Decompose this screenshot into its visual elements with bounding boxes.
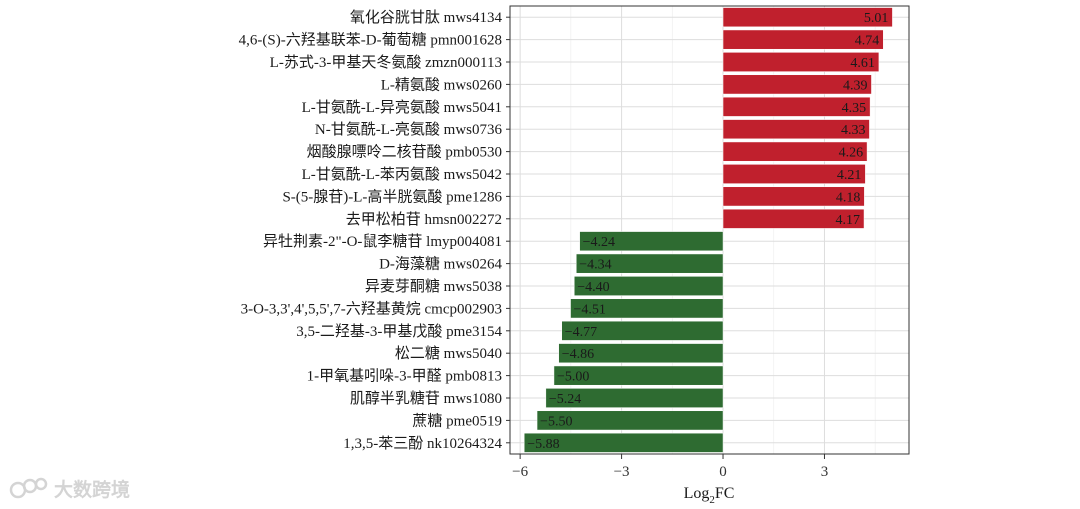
category-label-19: 蔗糖 pme0519 <box>412 412 502 429</box>
category-label-4: L-精氨酸 mws0260 <box>381 76 502 93</box>
x-tick-label: −6 <box>512 464 528 480</box>
value-label-17: −5.00 <box>557 370 589 385</box>
grid-lines <box>510 6 909 454</box>
bars <box>523 7 893 453</box>
bar-12 <box>576 253 724 274</box>
category-label-10: 去甲松柏苷 hmsn002272 <box>346 211 502 228</box>
category-label-13: 异麦芽酮糖 mws5038 <box>365 278 502 295</box>
x-tick-label: −3 <box>614 464 630 480</box>
value-label-12: −4.34 <box>579 258 611 273</box>
category-label-11: 异牡荆素-2"-O-鼠李糖苷 lmyp004081 <box>263 233 502 250</box>
bar-14 <box>570 298 724 319</box>
plot-border <box>509 5 910 455</box>
category-label-14: 3-O-3,3',4',5,5',7-六羟基黄烷 cmcp002903 <box>241 300 502 317</box>
value-label-6: 4.33 <box>841 123 866 138</box>
bar-19 <box>536 410 724 431</box>
category-labels: 氧化谷胱甘肽 mws4134 4,6-(S)-六羟基联苯-D-葡萄糖 pmn001… <box>239 9 510 452</box>
value-label-18: −5.24 <box>549 392 581 407</box>
category-label-17: 1-甲氧基吲哚-3-甲醛 pmb0813 <box>307 368 502 385</box>
value-label-13: −4.40 <box>577 280 609 295</box>
category-label-3: L-苏式-3-甲基天冬氨酸 zmzn000113 <box>270 54 502 71</box>
x-axis-ticks: −6 −3 0 3 <box>512 454 828 480</box>
watermark-logo-icon <box>9 477 48 499</box>
value-label-4: 4.39 <box>843 78 868 93</box>
value-label-8: 4.21 <box>837 168 862 183</box>
value-labels: 5.01 4.74 4.61 4.39 4.35 4.33 4.26 4.21 4.18 4.17… <box>527 11 888 452</box>
bar-20 <box>523 432 724 453</box>
bar-8 <box>722 164 866 184</box>
category-label-20: 1,3,5-苯三酚 nk10264324 <box>343 435 502 452</box>
value-label-16: −4.86 <box>562 347 594 362</box>
category-label-8: L-甘氨酰-L-苯丙氨酸 mws5042 <box>302 166 502 183</box>
bar-6 <box>722 119 870 140</box>
category-label-18: 肌醇半乳糖苷 mws1080 <box>350 390 502 407</box>
bar-15 <box>561 320 724 341</box>
bar-1 <box>722 7 893 28</box>
watermark: 大数跨境 <box>9 477 130 501</box>
bar-17 <box>553 365 724 386</box>
bar-2 <box>722 29 884 50</box>
x-axis-title-subscript: 2 <box>709 494 715 506</box>
bar-10 <box>722 208 865 229</box>
x-axis-title-main: Log <box>684 485 710 502</box>
value-label-2: 4.74 <box>855 34 880 49</box>
bar-11 <box>579 231 724 252</box>
category-label-7: 烟酸腺嘌呤二核苷酸 pmb0530 <box>307 144 502 161</box>
value-label-14: −4.51 <box>574 302 606 317</box>
category-label-16: 松二糖 mws5040 <box>395 345 502 362</box>
value-label-11: −4.24 <box>583 235 615 250</box>
category-label-12: D-海藻糖 mws0264 <box>379 256 502 273</box>
x-axis-title-tail: FC <box>715 485 735 502</box>
category-label-9: S-(5-腺苷)-L-高半胱氨酸 pme1286 <box>282 188 502 205</box>
value-label-1: 5.01 <box>864 11 889 26</box>
bar-16 <box>558 343 724 364</box>
category-label-6: N-甘氨酰-L-亮氨酸 mws0736 <box>315 121 503 138</box>
x-tick-label: 3 <box>821 464 829 480</box>
bar-18 <box>545 388 724 408</box>
category-label-2: 4,6-(S)-六羟基联苯-D-葡萄糖 pmn001628 <box>239 32 502 49</box>
bar-3 <box>722 52 880 72</box>
category-label-1: 氧化谷胱甘肽 mws4134 <box>350 9 503 26</box>
value-label-19: −5.50 <box>540 414 572 429</box>
watermark-text: 大数跨境 <box>54 478 130 501</box>
value-label-10: 4.17 <box>836 213 861 228</box>
value-label-15: −4.77 <box>565 325 597 340</box>
bar-13 <box>573 276 724 296</box>
bar-9 <box>722 186 865 207</box>
value-label-3: 4.61 <box>850 56 875 71</box>
category-label-15: 3,5-二羟基-3-甲基戊酸 pme3154 <box>296 323 502 340</box>
value-label-5: 4.35 <box>842 101 867 116</box>
bar-7 <box>722 141 868 162</box>
x-tick-label: 0 <box>719 464 727 480</box>
value-label-7: 4.26 <box>839 146 864 161</box>
bar-4 <box>722 74 872 95</box>
value-label-20: −5.88 <box>527 437 559 452</box>
bar-5 <box>722 96 871 117</box>
x-axis-title: Log2FC <box>684 485 735 506</box>
value-label-9: 4.18 <box>836 190 861 205</box>
category-label-5: L-甘氨酰-L-异亮氨酸 mws5041 <box>302 99 502 116</box>
